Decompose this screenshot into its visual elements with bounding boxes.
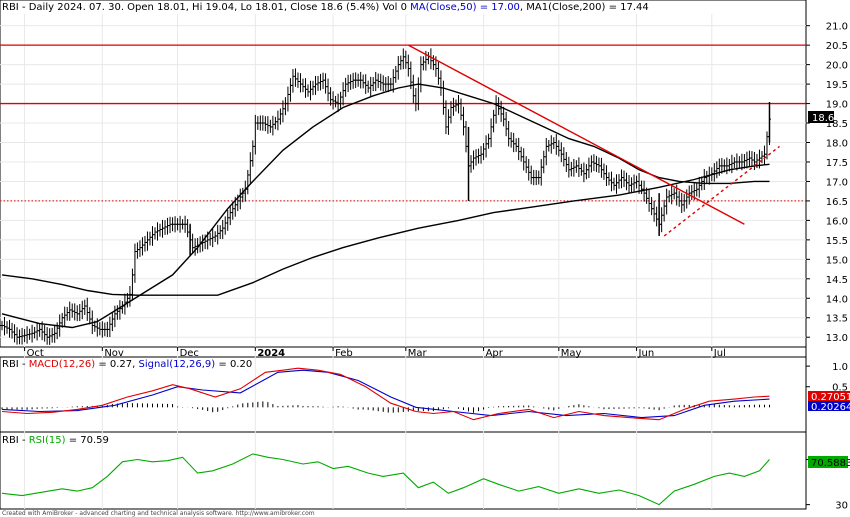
macd-header-symbol: RBI <box>2 359 19 370</box>
month-label: Nov <box>104 348 124 359</box>
price-header-ma50: MA(Close,50) = 17.00 <box>410 2 520 13</box>
price-tick-label: 20.0 <box>826 61 848 72</box>
rsi-value-tag: 70.5883 <box>811 458 850 469</box>
price-tick-label: 14.5 <box>826 275 848 286</box>
price-tick-label: 19.0 <box>826 100 848 111</box>
month-label: Mar <box>408 348 428 359</box>
month-label: May <box>561 348 582 359</box>
price-tick-label: 17.0 <box>826 177 848 188</box>
trendline-2 <box>663 145 780 237</box>
price-tick-label: 15.5 <box>826 236 848 247</box>
trendline-1 <box>407 44 745 225</box>
macd-header-macd: MACD(12,26) <box>29 359 96 370</box>
signal-line <box>1 369 770 419</box>
price-tick-label: 16.5 <box>826 197 848 208</box>
price-layer <box>0 44 806 345</box>
rsi-header-rsi-val: = 70.59 <box>66 435 109 446</box>
month-label: Dec <box>180 348 199 359</box>
axis-labels: 21.0 20.5 20.0 19.5 19.0 18.5 18.0 17.5 17.0 16.5… <box>24 22 848 512</box>
price-tick-label: 19.5 <box>826 80 848 91</box>
last-price-tag: 18.6 <box>812 113 834 124</box>
price-tick-label: 18.5 <box>826 119 848 130</box>
macd-tag-bg <box>808 391 850 401</box>
price-tick-label: 20.5 <box>826 41 848 52</box>
price-header-symbol: RBI <box>2 2 19 13</box>
price-tick-label: 17.5 <box>826 158 848 169</box>
rsi-tag-bg <box>808 456 848 468</box>
macd-header-signal-val: = 0.20 <box>215 359 252 370</box>
macd-value-tag: 0.270514 <box>811 392 850 403</box>
macd-header-macd-val: = 0.27, <box>95 359 138 370</box>
price-tick-label: 18.0 <box>826 139 848 150</box>
price-tick-label: 13.5 <box>826 314 848 325</box>
price-tick-label: 13.0 <box>826 333 848 344</box>
macd-line <box>1 367 770 421</box>
price-tick-label: 15.0 <box>826 255 848 266</box>
month-label: Jul <box>713 348 726 359</box>
month-label: Feb <box>335 348 353 359</box>
rsi-header-symbol: RBI <box>2 435 19 446</box>
rsi-tick-label: 30 <box>835 501 848 512</box>
ma50-line <box>1 83 770 329</box>
macd-layer <box>1 367 770 421</box>
rsi-line <box>1 453 770 506</box>
month-label: Apr <box>486 348 504 359</box>
rsi-layer <box>1 453 770 506</box>
ma200-line <box>1 163 770 296</box>
signal-tag-bg <box>808 401 850 411</box>
rsi-header: RBI - RSI(15) = 70.59 <box>2 435 109 446</box>
month-label: Jun <box>638 348 655 359</box>
last-price-tag-bg <box>808 111 834 123</box>
price-header-info: - Daily 2024. 07. 30. Open 18.01, Hi 19.… <box>19 2 410 13</box>
macd-pane-frame <box>0 356 807 433</box>
footer-credit: Created with AmiBroker - advanced charti… <box>2 510 315 517</box>
rsi-header-rsi: RSI(15) <box>29 435 66 446</box>
price-tick-label: 16.0 <box>826 216 848 227</box>
price-tick-label: 14.0 <box>826 294 848 305</box>
macd-header-signal: Signal(12,26,9) <box>139 359 216 370</box>
price-header: RBI - Daily 2024. 07. 30. Open 18.01, Hi… <box>2 2 649 13</box>
macd-header: RBI - MACD(12,26) = 0.27, Signal(12,26,9… <box>2 359 252 370</box>
month-label: Oct <box>27 348 44 359</box>
price-tick-label: 21.0 <box>826 22 848 33</box>
macd-tick-label: 0.5 <box>832 383 848 394</box>
rsi-pane-frame <box>0 431 807 510</box>
macd-tick-label: 1.0 <box>832 362 848 373</box>
price-header-ma200: , MA1(Close,200) = 17.44 <box>520 2 649 13</box>
month-label: 2024 <box>257 348 285 359</box>
